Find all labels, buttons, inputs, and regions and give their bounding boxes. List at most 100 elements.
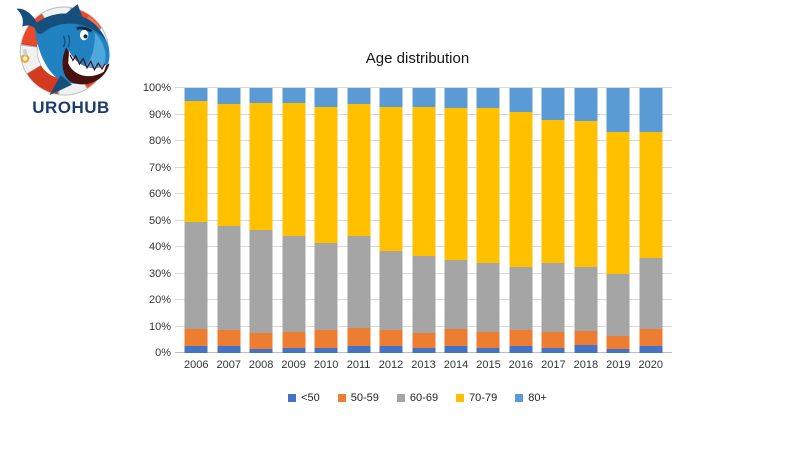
- segment-60-69-2009: [282, 236, 306, 332]
- stacked-bar-2018: [574, 88, 598, 353]
- segment-<50-2013: [412, 347, 436, 353]
- plot-area: 2006 2007 2008 2009 2010 2011 2012 2013 2014 2015…: [175, 87, 672, 371]
- shark-lifering-icon: [16, 4, 110, 96]
- shark-pectoral-fin: [49, 75, 72, 96]
- legend-label-80+: 80+: [528, 392, 547, 404]
- legend-item-50-59: 50-59: [337, 392, 379, 404]
- y-axis: 0% 10% 20% 30% 40% 50% 60% 70% 80% 90% 100%: [143, 82, 171, 359]
- segment-50-59-2012: [379, 330, 403, 347]
- x-tick-2019: 2019: [606, 359, 631, 371]
- segment-80+-2013: [412, 88, 436, 107]
- segment-<50-2010: [314, 347, 338, 353]
- bar-column-2008: 2008: [245, 88, 277, 371]
- segment-<50-2009: [282, 347, 306, 353]
- segment-50-59-2010: [314, 330, 338, 348]
- segment-60-69-2010: [314, 243, 338, 331]
- segment-70-79-2014: [444, 107, 468, 261]
- segment-<50-2019: [606, 349, 630, 353]
- shark-gills: [62, 34, 71, 48]
- segment-50-59-2020: [639, 329, 663, 347]
- x-tick-2015: 2015: [476, 359, 501, 371]
- segment-60-69-2007: [217, 225, 241, 331]
- shark-tail: [16, 8, 41, 34]
- segment-80+-2014: [444, 88, 468, 108]
- segment-50-59-2018: [574, 330, 598, 346]
- segment-70-79-2016: [509, 111, 533, 267]
- segment-60-69-2020: [639, 257, 663, 330]
- segment-60-69-2012: [379, 250, 403, 331]
- segment-<50-2014: [444, 346, 468, 353]
- y-tick-80: 80%: [148, 135, 171, 147]
- segment-80+-2018: [574, 88, 598, 122]
- bar-column-2020: 2020: [635, 88, 667, 371]
- legend-swatch-70-79: [456, 394, 465, 402]
- bar-column-2019: 2019: [602, 88, 634, 371]
- legend-label-70-79: 70-79: [469, 392, 498, 404]
- segment-<50-2011: [347, 346, 371, 353]
- segment-60-69-2011: [347, 236, 371, 328]
- segment-<50-2006: [184, 346, 208, 353]
- segment-60-69-2016: [509, 266, 533, 331]
- legend-item-<50: <50: [288, 392, 320, 404]
- segment-70-79-2018: [574, 121, 598, 267]
- x-tick-2013: 2013: [411, 359, 436, 371]
- segment-50-59-2014: [444, 329, 468, 347]
- shark-teeth: [68, 51, 107, 77]
- segment-60-69-2013: [412, 256, 436, 334]
- segment-80+-2019: [606, 88, 630, 132]
- bar-column-2009: 2009: [277, 88, 309, 371]
- x-tick-2011: 2011: [346, 359, 371, 371]
- segment-70-79-2011: [347, 103, 371, 237]
- legend-label-60-69: 60-69: [409, 392, 439, 404]
- bar-column-2006: 2006: [180, 88, 212, 371]
- y-tick-100: 100%: [142, 82, 171, 94]
- segment-80+-2010: [314, 88, 338, 107]
- y-tick-40: 40%: [148, 241, 171, 253]
- bar-column-2012: 2012: [375, 88, 407, 371]
- x-tick-2018: 2018: [573, 359, 599, 371]
- x-tick-2017: 2017: [541, 359, 566, 371]
- bar-column-2010: 2010: [310, 88, 342, 371]
- bar-column-2016: 2016: [505, 88, 537, 371]
- y-tick-30: 30%: [148, 267, 171, 280]
- segment-50-59-2011: [347, 327, 371, 347]
- x-tick-2016: 2016: [508, 359, 534, 371]
- segment-50-59-2006: [184, 329, 208, 347]
- y-tick-10: 10%: [148, 320, 171, 333]
- stacked-bar-2008: [249, 88, 273, 353]
- legend-item-60-69: 60-69: [396, 392, 439, 404]
- y-tick-90: 90%: [148, 108, 171, 121]
- segment-60-69-2006: [184, 221, 208, 330]
- segment-80+-2016: [509, 88, 533, 112]
- segment-50-59-2013: [412, 333, 436, 348]
- gridline-100: [175, 87, 672, 88]
- x-tick-2008: 2008: [248, 359, 274, 371]
- segment-80+-2012: [379, 88, 403, 107]
- segment-50-59-2007: [217, 330, 241, 347]
- segment-60-69-2019: [606, 273, 630, 336]
- segment-<50-2017: [541, 347, 565, 353]
- x-tick-2010: 2010: [313, 359, 339, 371]
- bar-column-2013: 2013: [407, 88, 439, 371]
- segment-<50-2015: [476, 347, 500, 353]
- segment-80+-2007: [217, 88, 241, 104]
- segment-<50-2018: [574, 345, 598, 353]
- stacked-bar-2011: [347, 88, 371, 353]
- segment-60-69-2018: [574, 266, 598, 331]
- segment-70-79-2012: [379, 106, 403, 251]
- y-tick-0: 0%: [155, 347, 171, 359]
- segment-50-59-2015: [476, 331, 500, 348]
- segment-70-79-2020: [639, 131, 663, 258]
- segment-<50-2020: [639, 346, 663, 353]
- segment-60-69-2008: [249, 229, 273, 334]
- stacked-bar-2020: [639, 88, 663, 353]
- stacked-bar-2014: [444, 88, 468, 353]
- legend-swatch-60-69: [396, 394, 405, 402]
- segment-80+-2008: [249, 88, 273, 103]
- y-tick-70: 70%: [148, 161, 171, 174]
- y-tick-60: 60%: [148, 188, 171, 200]
- bar-column-2011: 2011: [342, 88, 374, 371]
- segment-80+-2011: [347, 88, 371, 104]
- segment-50-59-2019: [606, 335, 630, 350]
- stacked-bar-2006: [184, 88, 208, 353]
